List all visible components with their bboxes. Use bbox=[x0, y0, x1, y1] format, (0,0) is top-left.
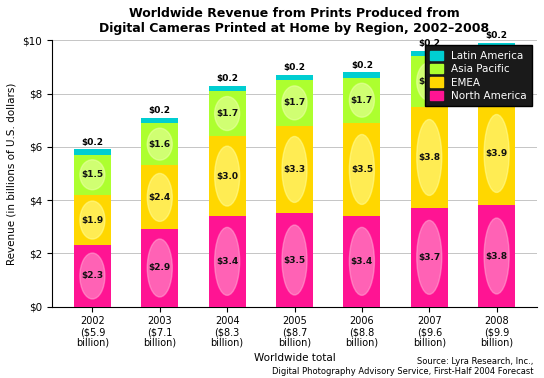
Bar bbox=[276, 125, 313, 214]
Ellipse shape bbox=[147, 174, 172, 222]
Bar bbox=[343, 77, 380, 123]
Bar bbox=[74, 195, 111, 245]
Text: $3.4: $3.4 bbox=[351, 257, 373, 266]
Bar bbox=[208, 216, 246, 307]
Bar bbox=[141, 166, 178, 229]
Text: $0.2: $0.2 bbox=[351, 60, 373, 70]
Bar bbox=[74, 155, 111, 195]
Bar bbox=[208, 136, 246, 216]
Text: $2.3: $2.3 bbox=[82, 271, 103, 280]
Text: $0.2: $0.2 bbox=[418, 39, 440, 48]
Text: $1.9: $1.9 bbox=[418, 77, 441, 86]
Bar bbox=[478, 48, 515, 102]
Text: Source: Lyra Research, Inc.,
Digital Photography Advisory Service, First-Half 20: Source: Lyra Research, Inc., Digital Pho… bbox=[271, 357, 533, 376]
Text: $3.5: $3.5 bbox=[351, 165, 373, 174]
Text: $3.9: $3.9 bbox=[485, 149, 508, 158]
Bar bbox=[208, 91, 246, 136]
Ellipse shape bbox=[147, 128, 172, 160]
Text: $3.4: $3.4 bbox=[216, 257, 238, 266]
Ellipse shape bbox=[147, 239, 172, 297]
Ellipse shape bbox=[349, 228, 374, 295]
Ellipse shape bbox=[484, 115, 509, 192]
Text: $3.0: $3.0 bbox=[216, 172, 238, 181]
Bar bbox=[74, 149, 111, 155]
Text: $1.5: $1.5 bbox=[82, 170, 103, 179]
Bar bbox=[141, 229, 178, 307]
Ellipse shape bbox=[215, 228, 240, 295]
Bar bbox=[141, 123, 178, 166]
Bar bbox=[276, 80, 313, 125]
Ellipse shape bbox=[80, 253, 105, 299]
Legend: Latin America, Asia Pacific, EMEA, North America: Latin America, Asia Pacific, EMEA, North… bbox=[425, 45, 532, 106]
Ellipse shape bbox=[349, 83, 374, 117]
Text: $1.9: $1.9 bbox=[81, 215, 103, 225]
Ellipse shape bbox=[484, 55, 509, 95]
Bar bbox=[276, 75, 313, 80]
Text: $2.9: $2.9 bbox=[149, 263, 171, 273]
Text: $2.0: $2.0 bbox=[486, 70, 508, 79]
Bar bbox=[343, 72, 380, 77]
Text: $0.2: $0.2 bbox=[486, 31, 508, 40]
Text: $1.7: $1.7 bbox=[283, 98, 306, 107]
Text: $3.5: $3.5 bbox=[283, 256, 306, 265]
Ellipse shape bbox=[417, 119, 442, 195]
Bar bbox=[276, 214, 313, 307]
Text: $0.2: $0.2 bbox=[216, 74, 238, 83]
Bar bbox=[343, 123, 380, 216]
Text: $1.6: $1.6 bbox=[149, 139, 171, 149]
Y-axis label: Revenue (in billions of U.S. dollars): Revenue (in billions of U.S. dollars) bbox=[7, 82, 17, 265]
Bar bbox=[141, 118, 178, 123]
Bar bbox=[343, 216, 380, 307]
Bar bbox=[208, 85, 246, 91]
Ellipse shape bbox=[349, 135, 374, 204]
Text: $3.8: $3.8 bbox=[486, 251, 508, 260]
Title: Worldwide Revenue from Prints Produced from
Digital Cameras Printed at Home by R: Worldwide Revenue from Prints Produced f… bbox=[100, 7, 490, 35]
Text: $3.7: $3.7 bbox=[418, 253, 441, 262]
Ellipse shape bbox=[282, 86, 307, 120]
Ellipse shape bbox=[484, 218, 509, 294]
Text: $1.7: $1.7 bbox=[216, 109, 238, 118]
Text: $0.2: $0.2 bbox=[82, 138, 103, 147]
Ellipse shape bbox=[215, 146, 240, 206]
Ellipse shape bbox=[417, 63, 442, 101]
Bar bbox=[478, 43, 515, 48]
Bar bbox=[411, 208, 448, 307]
Text: $0.2: $0.2 bbox=[283, 63, 306, 72]
Ellipse shape bbox=[80, 160, 105, 190]
Text: $3.3: $3.3 bbox=[283, 165, 306, 174]
X-axis label: Worldwide total: Worldwide total bbox=[254, 353, 336, 364]
Ellipse shape bbox=[417, 220, 442, 294]
Ellipse shape bbox=[80, 201, 105, 239]
Text: $0.2: $0.2 bbox=[149, 106, 171, 115]
Bar bbox=[411, 107, 448, 208]
Text: $1.7: $1.7 bbox=[351, 96, 373, 105]
Text: $2.4: $2.4 bbox=[149, 193, 171, 202]
Bar bbox=[74, 245, 111, 307]
Bar bbox=[478, 205, 515, 307]
Ellipse shape bbox=[282, 136, 307, 202]
Ellipse shape bbox=[282, 225, 307, 295]
Bar bbox=[478, 102, 515, 205]
Ellipse shape bbox=[215, 96, 240, 130]
Bar bbox=[411, 51, 448, 56]
Bar bbox=[411, 56, 448, 107]
Text: $3.8: $3.8 bbox=[418, 153, 440, 162]
